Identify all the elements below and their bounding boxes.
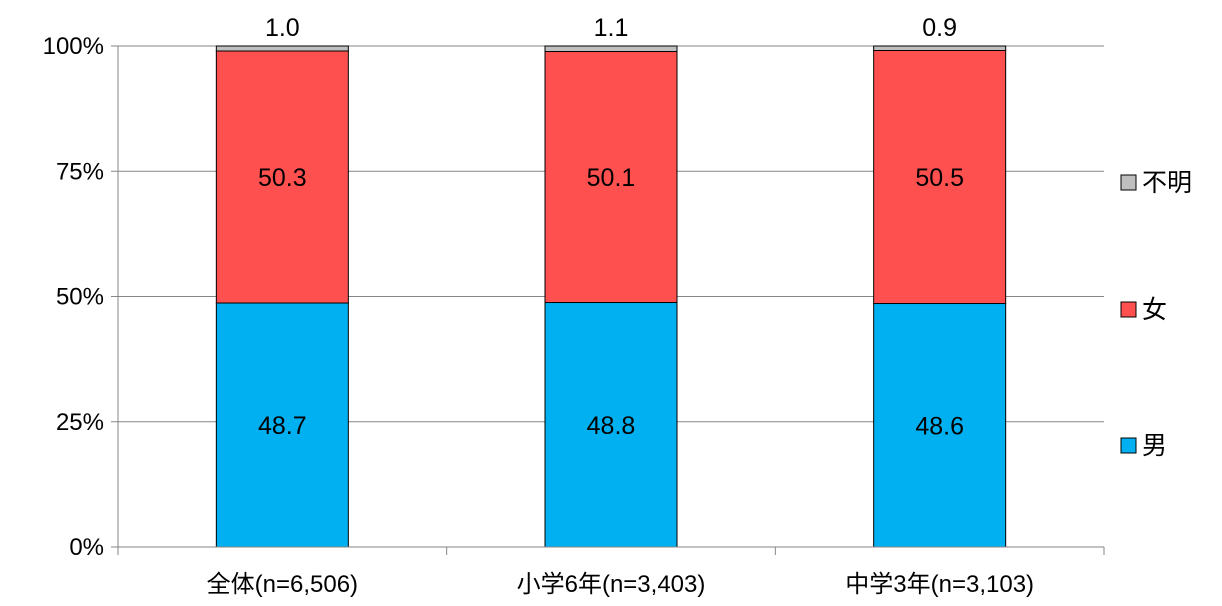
data-label: 48.6 [915, 412, 964, 440]
x-category-label: 中学3年(n=3,103) [845, 571, 1034, 598]
data-label: 1.1 [594, 14, 629, 42]
x-category-label: 小学6年(n=3,403) [517, 571, 706, 598]
bar-segment [215, 45, 349, 52]
legend-swatch [1120, 301, 1137, 318]
y-tick-label: 25% [56, 409, 104, 436]
data-label: 50.3 [258, 164, 307, 192]
y-tick-label: 75% [56, 158, 104, 185]
x-axis-category-labels: 全体(n=6,506) 小学6年(n=3,403) 中学3年(n=3,103) [207, 571, 1034, 598]
x-category-label: 全体(n=6,506) [207, 571, 358, 598]
axes [111, 45, 1105, 555]
data-label: 50.1 [587, 164, 636, 192]
y-tick-label: 50% [56, 284, 104, 311]
bar-segment [873, 303, 1007, 548]
bar-segment [873, 45, 1007, 52]
bar-segment [215, 50, 349, 304]
data-label: 1.0 [265, 14, 300, 42]
bar-segment [873, 50, 1007, 305]
data-labels: 48.7 50.3 1.0 48.8 50.1 1.1 48.6 50.5 0.9 [258, 14, 964, 440]
y-tick-label: 0% [69, 534, 104, 561]
bar-segment [544, 45, 678, 53]
legend-swatch [1120, 174, 1137, 191]
y-tick-label: 100% [43, 33, 104, 60]
bar-segment [544, 51, 678, 304]
bars [215, 45, 1007, 548]
legend-label: 女 [1142, 296, 1167, 324]
data-label: 48.7 [258, 412, 307, 440]
legend-swatch [1120, 437, 1137, 454]
bar-segment [544, 302, 678, 548]
legend-label: 不明 [1142, 169, 1192, 197]
data-label: 0.9 [922, 14, 957, 42]
bar-segment [215, 302, 349, 548]
y-axis-tick-labels: 0% 25% 50% 75% 100% [43, 33, 104, 561]
data-label: 48.8 [587, 412, 636, 440]
data-label: 50.5 [915, 164, 964, 192]
legend-label: 男 [1142, 432, 1167, 460]
